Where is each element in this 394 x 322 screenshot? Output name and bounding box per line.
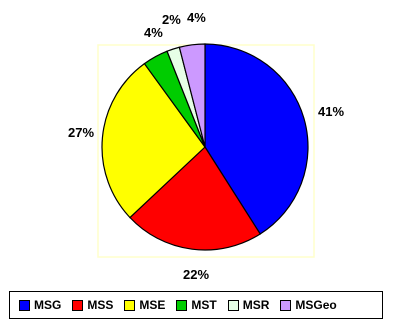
legend-label-msr: MSR [242, 298, 270, 312]
legend-item-mss: MSS [72, 298, 113, 312]
data-label-mss: 22% [183, 267, 209, 282]
pie-data-labels: 41%22%27%4%2% 4% [68, 10, 344, 282]
legend-label-mse: MSE [139, 298, 166, 312]
pie-slice-msgeo [178, 43, 206, 148]
legend-label-mst: MST [191, 298, 217, 312]
pie-slice-mss [129, 146, 262, 251]
pie-chart-svg: 41%22%27%4%2% 4% [68, 10, 344, 282]
data-label-msgeo: 4% [187, 10, 206, 25]
legend-swatch-mst [176, 299, 188, 311]
legend-swatch-mse [124, 299, 136, 311]
data-label-mst: 4% [144, 25, 163, 40]
pie-slices [101, 43, 309, 251]
legend-item-mse: MSE [124, 298, 165, 312]
legend-item-msr: MSR [227, 298, 270, 312]
legend-label-msg: MSG [34, 298, 62, 312]
legend-swatch-mss [72, 299, 84, 311]
legend-label-msgeo: MSGeo [295, 298, 337, 312]
legend-label-mss: MSS [87, 298, 114, 312]
legend-swatch-msg [19, 299, 30, 311]
pie-slice-mse [101, 62, 206, 219]
legend: MSG MSS MSE MST MSR MSGeo [9, 291, 383, 319]
legend-item-msgeo: MSGeo [280, 298, 337, 312]
data-label-msg: 41% [318, 104, 344, 119]
legend-swatch-msr [227, 299, 239, 311]
legend-item-mst: MST [176, 298, 217, 312]
data-label-msr: 2% [162, 12, 181, 27]
legend-item-msg: MSG [19, 298, 61, 312]
data-label-mse: 27% [68, 125, 94, 140]
legend-swatch-msgeo [280, 299, 292, 311]
